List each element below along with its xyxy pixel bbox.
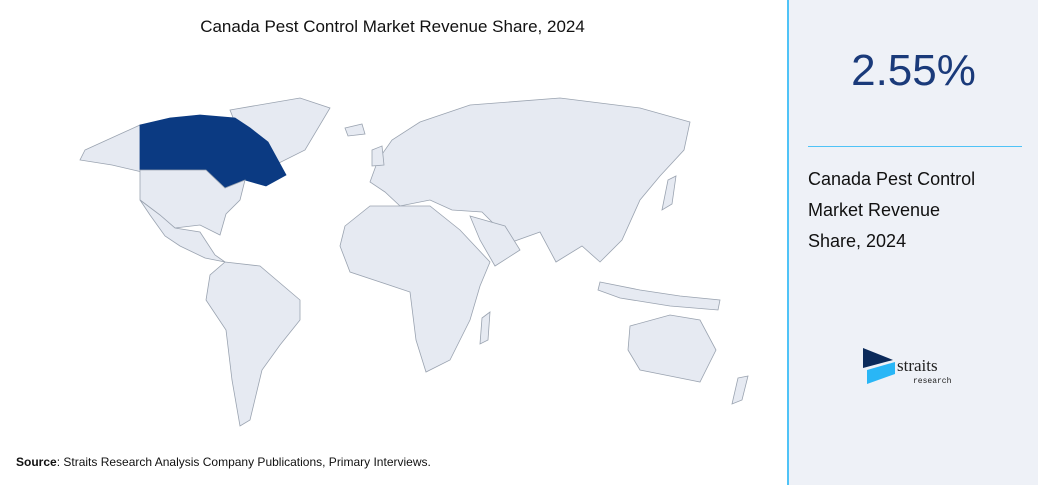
side-panel: 2.55% Canada Pest Control Market Revenue… — [787, 0, 1038, 485]
australia — [627, 314, 717, 383]
divider — [808, 146, 1022, 147]
logo-name: straits — [897, 356, 938, 375]
source: Source: Straits Research Analysis Compan… — [16, 455, 431, 469]
title: Canada Pest Control Market Revenue Share… — [200, 17, 585, 36]
logo-mark — [863, 348, 893, 368]
source-label: Source — [16, 455, 57, 469]
africa — [339, 205, 491, 373]
uk — [371, 145, 385, 167]
caption-line: Market Revenue — [808, 200, 941, 220]
source-text: : Straits Research Analysis Company Publ… — [56, 455, 431, 469]
alaska — [79, 124, 143, 173]
logo: straits research — [863, 348, 952, 386]
madagascar — [479, 311, 491, 345]
iceland — [344, 123, 366, 137]
south-america — [205, 261, 301, 427]
caption-line: Canada Pest Control — [808, 169, 976, 189]
eurasia — [369, 97, 691, 263]
arabia — [469, 215, 521, 267]
logo-mark — [867, 362, 895, 384]
caption: Canada Pest Control Market Revenue Share… — [808, 164, 975, 257]
world-map — [79, 97, 749, 427]
share-value: 2.55% — [851, 46, 976, 95]
japan — [661, 175, 677, 211]
logo-tagline: research — [913, 377, 952, 386]
indonesia — [597, 281, 721, 311]
caption-line: Share, 2024 — [808, 231, 907, 251]
new-zealand — [731, 375, 749, 405]
